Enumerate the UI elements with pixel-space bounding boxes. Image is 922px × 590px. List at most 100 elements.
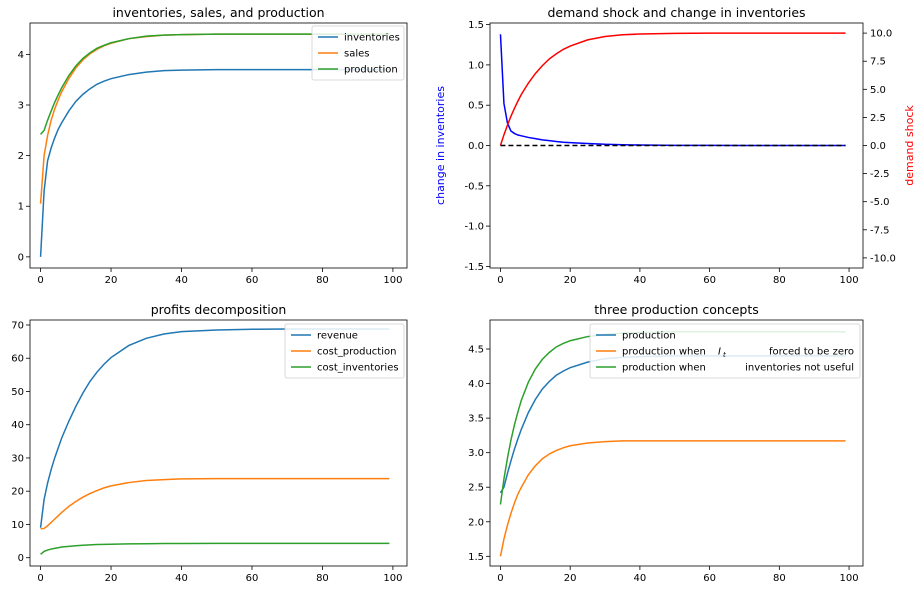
legend-box (589, 323, 861, 379)
series-line-production-when-i-t-forced-to-be-zero (499, 440, 846, 557)
x-tick-label: 40 (175, 573, 188, 584)
y-tick-label: -1.5 (464, 262, 484, 273)
y-tick-label: -0.5 (464, 181, 484, 192)
x-tick-label: 20 (564, 275, 577, 286)
panel-three-production-concepts: three production concepts 0 20 40 60 80 100 1.… (468, 302, 864, 584)
series-line-revenue (39, 328, 390, 528)
y-tick-label: 2.0 (468, 517, 484, 528)
series-line-line-1 (499, 32, 846, 146)
x-tick-label: 20 (105, 275, 118, 286)
legend-label: inventories (344, 33, 400, 44)
series-line-line-0 (499, 34, 846, 147)
y-axis-label-right: demand shock (903, 105, 916, 186)
y-right-tick-label: -7.5 (870, 225, 890, 236)
y-tick-label: -1.0 (464, 222, 484, 233)
y-tick-label: 0 (18, 553, 24, 564)
x-tick-label: 80 (773, 275, 786, 286)
y-right-tick-label: 10.0 (870, 29, 892, 40)
chart-title: demand shock and change in inventories (547, 5, 805, 20)
y-tick-label: 3.0 (468, 448, 484, 459)
y-tick-label: 1.5 (468, 552, 484, 563)
panel-demand-shock: demand shock and change in inventories 0… (434, 5, 916, 286)
x-tick-label: 20 (105, 573, 118, 584)
y-tick-label: 60 (11, 354, 24, 365)
legend-label: production when (622, 347, 706, 358)
x-tick-label: 40 (634, 275, 647, 286)
legend-box (284, 323, 405, 379)
legend-label: cost_inventories (317, 363, 399, 374)
x-tick-label: 0 (497, 573, 503, 584)
series-line-cost-production (40, 477, 390, 530)
legend: revenue cost_production cost_inventories (284, 323, 405, 379)
y-tick-label: 1 (18, 202, 24, 213)
series-line-cost-inventories (40, 542, 390, 555)
x-tick-label: 0 (37, 573, 43, 584)
y-tick-label: 50 (11, 387, 24, 398)
x-tick-label: 100 (840, 573, 859, 584)
chart-title: inventories, sales, and production (112, 5, 324, 20)
y-tick-label: 70 (11, 320, 24, 331)
y-tick-label: 0.5 (468, 101, 484, 112)
y-tick-label: 3 (18, 101, 24, 112)
x-tick-label: 60 (703, 573, 716, 584)
y-tick-label: 1.0 (468, 60, 484, 71)
legend-math-symbol: I (718, 347, 721, 358)
x-tick-label: 40 (175, 275, 188, 286)
legend-box (311, 25, 405, 81)
x-tick-label: 80 (316, 275, 329, 286)
legend-label: revenue (317, 331, 358, 342)
y-tick-label: 3.5 (468, 414, 484, 425)
y-tick-label: 2.5 (468, 483, 484, 494)
panel-inventories-sales-production: inventories, sales, and production 0 20 40… (18, 5, 408, 286)
y-right-tick-label: 0.0 (870, 141, 886, 152)
y-tick-label: 20 (11, 487, 24, 498)
x-tick-label: 80 (316, 573, 329, 584)
y-tick-label: 4.5 (468, 345, 484, 356)
panel-profits-decomposition: profits decomposition 0 20 40 60 80 100 0 10 20 3… (11, 302, 408, 584)
x-tick-label: 100 (383, 275, 402, 286)
legend-label: production (344, 65, 398, 76)
x-tick-label: 40 (634, 573, 647, 584)
x-tick-label: 60 (246, 275, 259, 286)
y-tick-label: 10 (11, 520, 24, 531)
x-tick-label: 20 (564, 573, 577, 584)
y-tick-label: 0.0 (468, 141, 484, 152)
y-tick-label: 40 (11, 420, 24, 431)
y-right-tick-label: 2.5 (870, 113, 886, 124)
chart-title: profits decomposition (151, 302, 287, 317)
x-tick-label: 60 (703, 275, 716, 286)
y-tick-label: 1.5 (468, 20, 484, 31)
y-right-tick-label: 5.0 (870, 85, 886, 96)
legend-math-subscript: t (723, 351, 726, 359)
axes-frame (29, 22, 408, 269)
legend-label: forced to be zero (769, 347, 854, 358)
y-axis-label-left: change in inventories (434, 86, 447, 205)
x-tick-label: 0 (37, 275, 43, 286)
x-tick-label: 100 (840, 275, 859, 286)
legend-label: inventories not useful (745, 363, 854, 374)
legend-label: sales (344, 49, 369, 60)
x-tick-label: 0 (497, 275, 503, 286)
y-right-tick-label: 7.5 (870, 57, 886, 68)
legend-label: production when (622, 363, 706, 374)
y-right-tick-label: -2.5 (870, 169, 890, 180)
y-right-tick-label: -10.0 (870, 253, 896, 264)
y-tick-label: 0 (18, 252, 24, 263)
axes-frame (29, 319, 408, 567)
legend-label: production (622, 331, 676, 342)
y-tick-label: 30 (11, 453, 24, 464)
legend-label: cost_production (317, 347, 396, 358)
chart-title: three production concepts (594, 302, 759, 317)
legend: inventories sales production (311, 25, 405, 81)
y-tick-label: 2 (18, 151, 24, 162)
axes-frame (489, 319, 864, 567)
x-tick-label: 80 (773, 573, 786, 584)
y-tick-label: 4.0 (468, 379, 484, 390)
series-line-production (40, 33, 390, 135)
x-tick-label: 60 (246, 573, 259, 584)
series-line-inventories (39, 68, 390, 257)
y-tick-label: 4 (18, 50, 24, 61)
y-right-tick-label: -5.0 (870, 197, 890, 208)
